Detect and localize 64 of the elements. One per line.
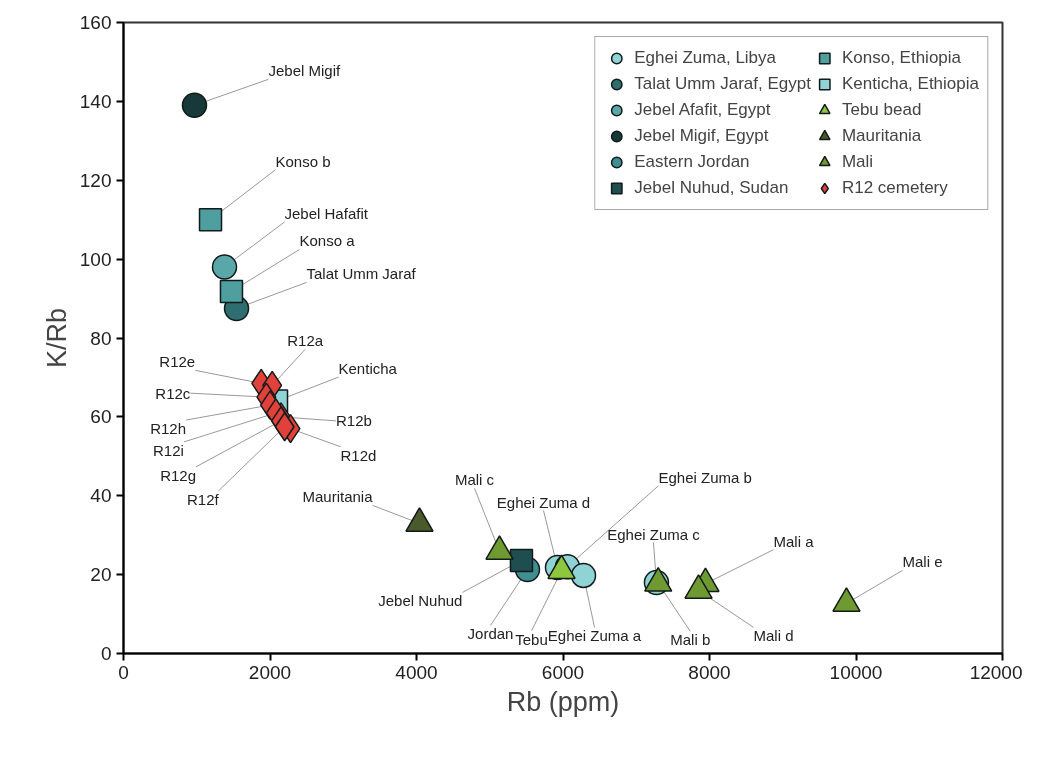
legend-label: Talat Umm Jaraf, Egypt bbox=[634, 73, 811, 95]
point bbox=[181, 92, 208, 119]
annotation: R12a bbox=[287, 332, 324, 350]
point bbox=[509, 548, 534, 573]
legend-label: Jebel Migif, Egypt bbox=[634, 125, 769, 147]
annotation: R12e bbox=[159, 353, 196, 371]
annotation: Talat Umm Jaraf bbox=[306, 265, 417, 283]
y-tick-label: 120 bbox=[79, 169, 112, 191]
annotation: Mali b bbox=[670, 631, 711, 649]
legend-label: Mauritania bbox=[841, 125, 922, 147]
y-tick-label: 20 bbox=[90, 564, 112, 586]
annotation: Jordan bbox=[467, 625, 514, 643]
annotation: Konso b bbox=[275, 152, 331, 170]
annotation: Mali c bbox=[454, 471, 495, 489]
annotation: Mali a bbox=[773, 532, 815, 550]
y-axis-title: K/Rb bbox=[41, 307, 72, 369]
x-tick-label: 0 bbox=[118, 661, 129, 683]
y-tick-label: 0 bbox=[100, 643, 112, 664]
point bbox=[570, 562, 597, 589]
legend-label: Mali bbox=[841, 151, 874, 173]
annotation: Jebel Nuhud bbox=[378, 592, 463, 610]
legend-label: R12 cemetery bbox=[841, 177, 948, 199]
legend-label: Konso, Ethiopia bbox=[841, 47, 962, 69]
x-axis-title: Rb (ppm) bbox=[506, 686, 620, 717]
y-tick-label: 140 bbox=[79, 90, 112, 112]
annotation: R12b bbox=[335, 412, 372, 430]
annotation: Eghei Zuma c bbox=[607, 525, 701, 543]
annotation: R12d bbox=[340, 446, 377, 464]
legend-label: Eastern Jordan bbox=[634, 151, 750, 173]
annotation: Mali e bbox=[902, 553, 943, 571]
annotation: Eghei Zuma b bbox=[658, 468, 752, 486]
annotation: R12i bbox=[153, 441, 184, 459]
y-tick-label: 100 bbox=[79, 248, 112, 270]
x-tick-label: 2000 bbox=[248, 661, 292, 683]
annotation: R12g bbox=[160, 466, 196, 484]
x-tick-label: 6000 bbox=[541, 661, 585, 683]
point bbox=[211, 254, 238, 280]
annotation: Kenticha bbox=[338, 360, 398, 378]
annotation: Mauritania bbox=[302, 488, 374, 506]
annotation: Eghei Zuma a bbox=[547, 627, 642, 645]
x-tick-label: 10000 bbox=[829, 661, 883, 683]
annotation: Jebel Hafafit bbox=[284, 205, 369, 223]
legend-label: Jebel Afafit, Egypt bbox=[634, 99, 771, 121]
y-tick-label: 160 bbox=[79, 12, 112, 33]
legend-label: Kenticha, Ethiopia bbox=[841, 73, 979, 95]
annotation: Jebel Migif bbox=[268, 62, 342, 80]
annotation: R12c bbox=[155, 384, 191, 402]
y-tick-label: 60 bbox=[90, 406, 112, 428]
legend-label: Tebu bead bbox=[841, 99, 922, 121]
x-tick-label: 12000 bbox=[969, 661, 1023, 683]
legend-label: Jebel Nuhud, Sudan bbox=[634, 177, 789, 199]
y-tick-label: 80 bbox=[90, 327, 112, 349]
x-tick-label: 8000 bbox=[688, 661, 731, 683]
annotation: Eghei Zuma d bbox=[496, 493, 591, 511]
annotation: Konso a bbox=[299, 232, 356, 250]
point bbox=[198, 207, 223, 232]
x-tick-label: 4000 bbox=[395, 661, 438, 683]
annotation: R12h bbox=[150, 420, 186, 438]
point bbox=[219, 279, 244, 304]
legend-label: Eghei Zuma, Libya bbox=[634, 47, 777, 69]
y-tick-label: 40 bbox=[90, 485, 112, 507]
annotation: Tebu bbox=[515, 630, 548, 648]
annotation: R12f bbox=[186, 490, 220, 508]
annotation: Mali d bbox=[753, 627, 794, 645]
